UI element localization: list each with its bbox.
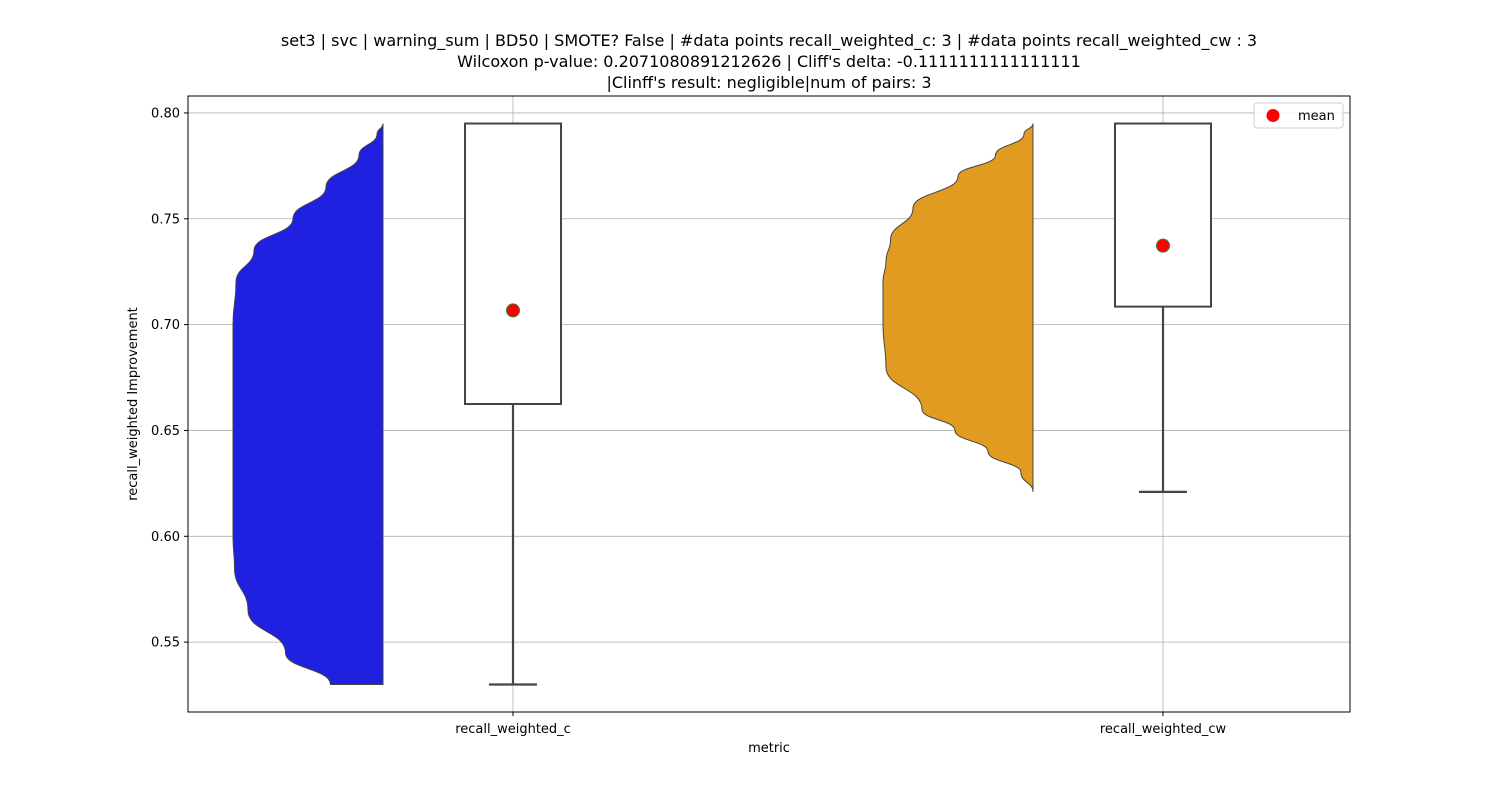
legend-box bbox=[1253, 102, 1344, 129]
y-tick-label: 0.65 bbox=[151, 424, 180, 439]
plot-frame bbox=[187, 95, 1351, 713]
title-line-1: set3 | svc | warning_sum | BD50 | SMOTE?… bbox=[281, 31, 1257, 51]
title-line-2: Wilcoxon p-value: 0.2071080891212626 | C… bbox=[457, 52, 1081, 71]
x-axis-ticks: recall_weighted_c recall_weighted_cw bbox=[455, 712, 1226, 737]
mean-marker-recall_weighted_c bbox=[506, 303, 520, 318]
y-tick-label: 0.60 bbox=[151, 530, 180, 545]
violin-recall_weighted_c bbox=[232, 123, 384, 685]
box-recall_weighted_cw bbox=[1114, 122, 1212, 308]
legend-label-mean: mean bbox=[1298, 109, 1335, 124]
box-recall_weighted_c bbox=[464, 122, 562, 406]
legend-mean-marker bbox=[1266, 109, 1280, 122]
mean-marker-recall_weighted_cw bbox=[1156, 238, 1170, 253]
y-axis-ticks: 0.55 0.60 0.65 0.70 0.75 0.80 bbox=[151, 106, 188, 651]
x-axis-label: metric bbox=[748, 741, 790, 756]
y-tick-label: 0.80 bbox=[151, 106, 180, 121]
y-tick-label: 0.55 bbox=[151, 636, 180, 651]
legend: mean bbox=[1253, 102, 1344, 129]
mean-markers bbox=[506, 238, 1170, 318]
y-axis-label: recall_weighted Improvement bbox=[126, 307, 141, 501]
violins bbox=[232, 123, 1034, 685]
y-tick-label: 0.70 bbox=[151, 318, 180, 333]
y-tick-label: 0.75 bbox=[151, 212, 180, 227]
boxplots bbox=[464, 122, 1212, 686]
title-line-3: |Clinff's result: negligible|num of pair… bbox=[606, 73, 931, 92]
chart-title: set3 | svc | warning_sum | BD50 | SMOTE?… bbox=[281, 31, 1257, 92]
violin-recall_weighted_cw bbox=[882, 123, 1034, 492]
x-tick-label: recall_weighted_c bbox=[455, 722, 571, 737]
x-tick-label: recall_weighted_cw bbox=[1100, 722, 1227, 737]
